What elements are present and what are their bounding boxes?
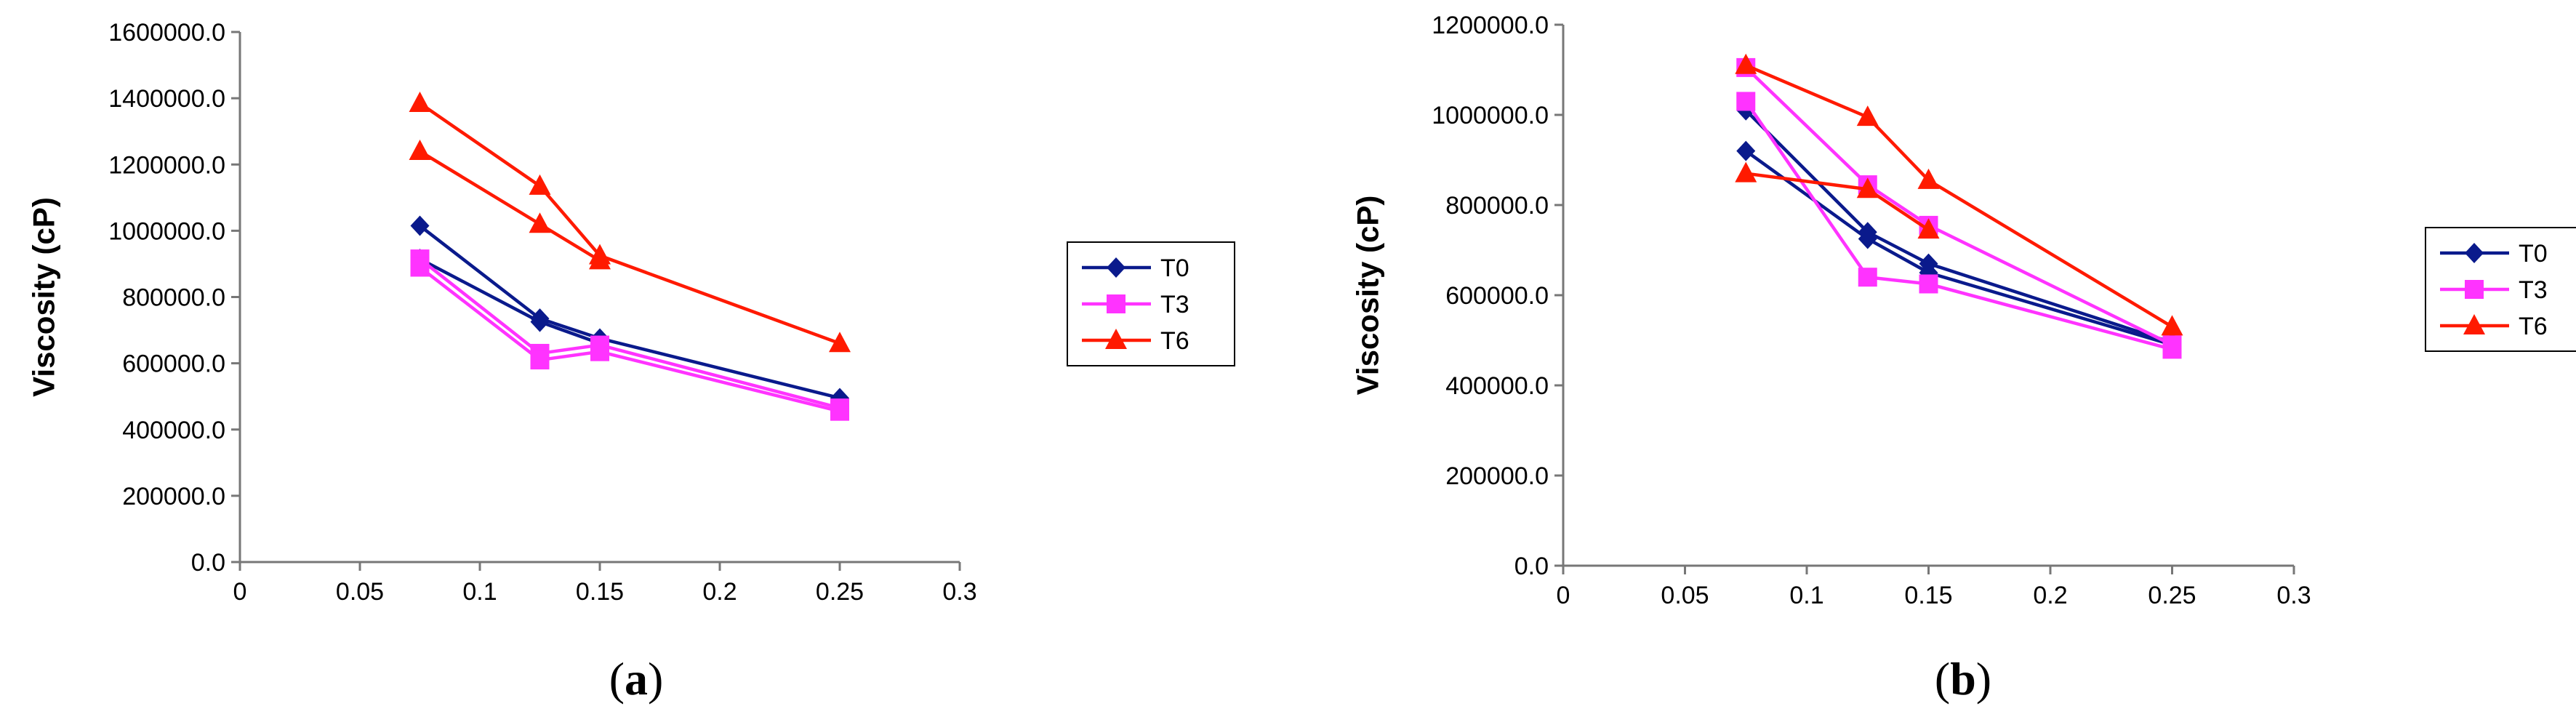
caption-letter: b xyxy=(1950,653,1976,705)
legend-marker xyxy=(1105,329,1127,349)
y-tick-label: 1600000.0 xyxy=(108,19,225,47)
series-line xyxy=(419,265,840,413)
series-line xyxy=(1744,66,2173,347)
legend-label: T3 xyxy=(2519,276,2548,304)
y-tick-label: 1200000.0 xyxy=(1432,12,1549,39)
x-tick-label: 0.15 xyxy=(576,578,624,606)
y-tick-label: 800000.0 xyxy=(122,284,225,312)
legend-label: T6 xyxy=(1160,327,1189,355)
x-tick-label: 0 xyxy=(1557,582,1570,609)
x-tick-label: 0.1 xyxy=(462,578,497,606)
series-line xyxy=(1744,149,2173,347)
x-tick-label: 0.3 xyxy=(2276,582,2311,609)
data-point xyxy=(829,332,851,353)
x-tick-label: 0.3 xyxy=(942,578,976,606)
caption-close: ) xyxy=(648,653,663,705)
y-axis-label: Viscosity (cP) xyxy=(1350,196,1384,396)
caption-open: ( xyxy=(1935,653,1950,705)
data-point xyxy=(830,401,849,421)
chart-b: 0.0 200000.0 400000.0 600000.0 800000.0 10000… xyxy=(1350,12,2576,705)
series-t3 xyxy=(1736,57,2182,359)
y-tick-label: 400000.0 xyxy=(122,417,225,444)
series-line xyxy=(419,257,840,410)
caption-letter: a xyxy=(625,653,648,705)
data-point xyxy=(410,257,430,277)
y-tick-label: 1000000.0 xyxy=(1432,102,1549,129)
y-tick-label: 200000.0 xyxy=(122,483,225,510)
y-tick-label: 400000.0 xyxy=(1445,372,1549,400)
series-t6 xyxy=(409,91,851,353)
legend-label: T6 xyxy=(2519,313,2548,340)
data-point xyxy=(1919,274,1938,294)
data-point xyxy=(1736,92,1756,111)
panel-caption: (a) xyxy=(609,653,664,705)
legend-marker xyxy=(2463,314,2485,334)
data-point xyxy=(529,212,551,233)
legend-marker xyxy=(2465,280,2484,299)
legend-label: T0 xyxy=(2519,240,2548,268)
series-line xyxy=(419,102,840,345)
legend-marker xyxy=(1107,257,1126,278)
data-point xyxy=(529,174,551,195)
y-tick-label: 200000.0 xyxy=(1445,462,1549,490)
series-line xyxy=(1745,63,2173,329)
data-point xyxy=(1736,140,1756,161)
series-line xyxy=(1744,100,2173,351)
x-tick-label: 0.15 xyxy=(1904,582,1952,609)
data-point xyxy=(1917,168,1940,189)
x-tick-label: 0.2 xyxy=(2033,582,2067,609)
x-tick-label: 0.25 xyxy=(816,578,864,606)
data-point xyxy=(530,311,550,332)
data-point xyxy=(1735,161,1757,182)
series-line xyxy=(419,150,601,262)
legend: T0 T3 T6 xyxy=(1067,241,1235,366)
y-tick-label: 1200000.0 xyxy=(108,151,225,179)
x-tick-label: 0 xyxy=(233,578,247,606)
data-point xyxy=(590,342,609,361)
series-t3 xyxy=(410,249,849,421)
series-line xyxy=(419,224,840,400)
data-point xyxy=(589,249,611,270)
y-axis-label: Viscosity (cP) xyxy=(26,197,60,397)
data-point xyxy=(409,91,431,112)
y-tick-label: 800000.0 xyxy=(1445,192,1549,220)
x-tick-label: 0.1 xyxy=(1789,582,1823,609)
panel-caption: (b) xyxy=(1935,653,1991,705)
y-tick-label: 600000.0 xyxy=(1445,282,1549,310)
y-tick-label: 600000.0 xyxy=(122,350,225,378)
data-point xyxy=(409,140,431,161)
data-point xyxy=(410,215,430,236)
legend-label: T3 xyxy=(1160,291,1189,318)
legend: T0 T3 T6 xyxy=(2425,227,2576,352)
legend-marker xyxy=(1107,294,1126,313)
caption-close: ) xyxy=(1976,653,1991,705)
caption-open: ( xyxy=(609,653,625,705)
x-tick-label: 0.25 xyxy=(2148,582,2196,609)
series-line xyxy=(1744,109,2173,345)
y-tick-label: 1000000.0 xyxy=(108,217,225,245)
y-tick-label: 0.0 xyxy=(1514,553,1549,580)
legend-marker xyxy=(2465,243,2484,263)
x-tick-label: 0.05 xyxy=(1661,582,1709,609)
data-point xyxy=(1735,53,1757,74)
legend-label: T0 xyxy=(1160,254,1189,282)
data-point xyxy=(1858,228,1877,249)
data-point xyxy=(1856,105,1879,127)
data-point xyxy=(530,350,550,370)
x-tick-label: 0.05 xyxy=(336,578,384,606)
y-tick-label: 0.0 xyxy=(191,549,225,577)
data-point xyxy=(2161,315,2183,336)
data-point xyxy=(1858,268,1877,287)
y-tick-label: 1400000.0 xyxy=(108,85,225,113)
chart-a: 0.0 200000.0 400000.0 600000.0 800000.0 10000… xyxy=(26,19,1235,705)
data-point xyxy=(2162,340,2182,359)
data-point xyxy=(1856,177,1879,198)
series-t6 xyxy=(1735,53,2183,336)
data-point xyxy=(1917,218,1940,239)
x-tick-label: 0.2 xyxy=(702,578,737,606)
